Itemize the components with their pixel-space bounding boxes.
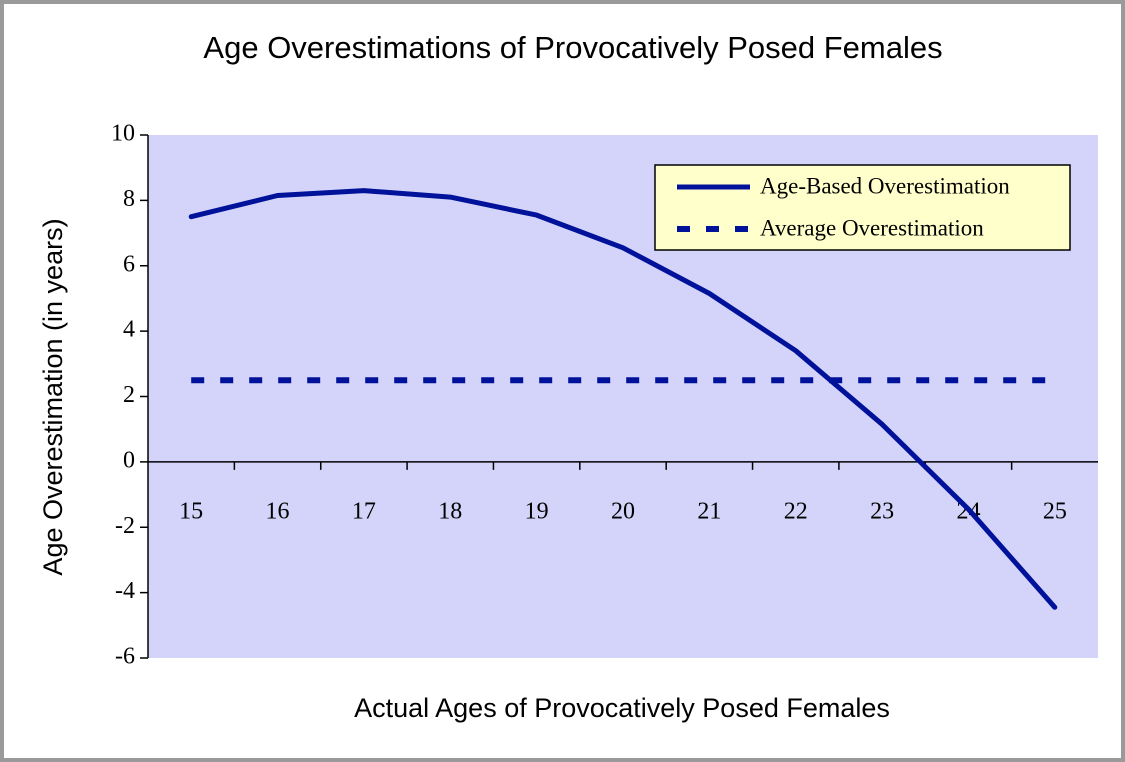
y-tick-label: -4 (115, 578, 135, 604)
x-tick-label: 23 (870, 498, 894, 524)
x-axis-label: Actual Ages of Provocatively Posed Femal… (354, 693, 890, 723)
y-tick-label: -6 (115, 644, 135, 670)
y-tick-label: 2 (123, 382, 135, 408)
x-tick-label: 15 (179, 498, 203, 524)
x-tick-label: 19 (525, 498, 549, 524)
y-tick-label: 4 (123, 317, 135, 343)
x-tick-label: 21 (697, 498, 721, 524)
x-tick-label: 17 (352, 498, 376, 524)
x-tick-label: 25 (1043, 498, 1067, 524)
y-tick-label: 6 (123, 251, 135, 277)
y-tick-label: 8 (123, 186, 135, 212)
x-tick-label: 16 (266, 498, 290, 524)
x-tick-label: 18 (438, 498, 462, 524)
y-tick-label: 0 (123, 447, 135, 473)
series-line (188, 188, 1058, 610)
legend-label: Age-Based Overestimation (760, 173, 1010, 198)
y-axis-label: Age Overestimation (in years) (38, 218, 68, 575)
y-tick-label: 10 (111, 121, 135, 147)
legend-label: Average Overestimation (760, 215, 984, 240)
x-tick-label: 20 (611, 498, 635, 524)
x-tick-label: 22 (784, 498, 808, 524)
chart-title: Age Overestimations of Provocatively Pos… (203, 30, 942, 65)
legend-box (654, 164, 1071, 251)
y-tick-label: -2 (115, 513, 135, 539)
